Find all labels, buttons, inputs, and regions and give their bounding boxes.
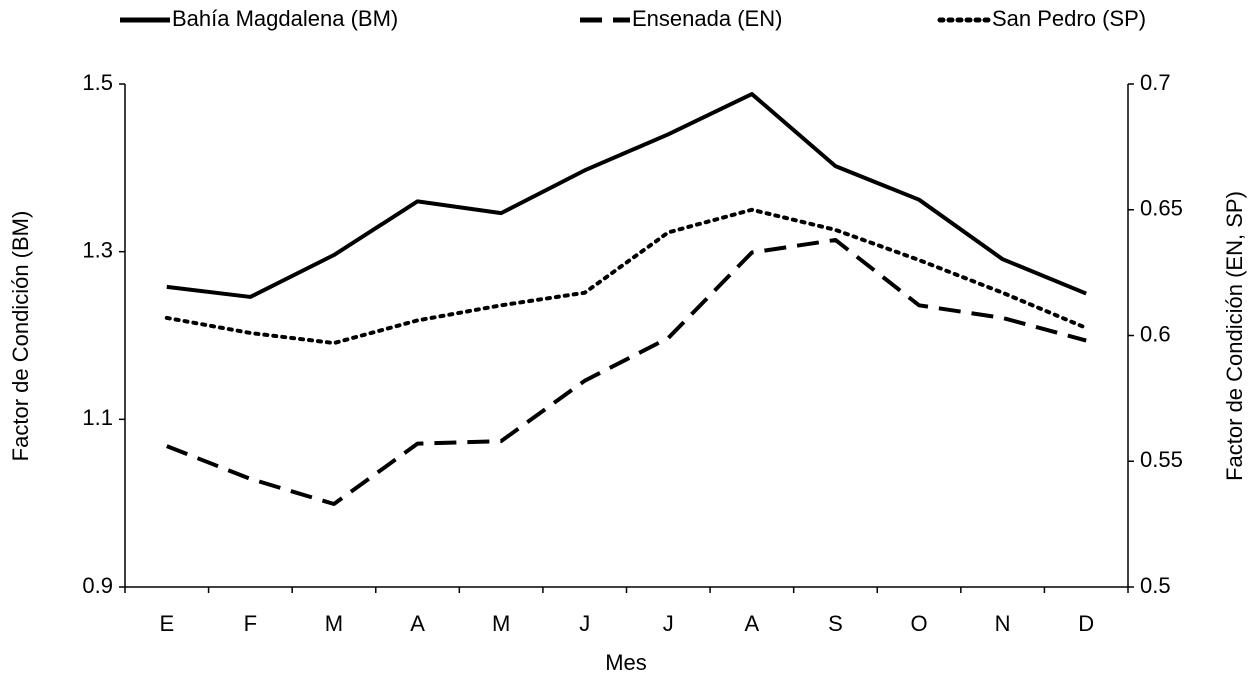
x-tick-label: M bbox=[492, 611, 510, 636]
x-tick-label: A bbox=[745, 611, 760, 636]
series-line bbox=[166, 237, 1087, 507]
y2-axis-label: Factor de Condición (EN, SP) bbox=[1222, 191, 1247, 481]
x-tick-label: S bbox=[828, 611, 843, 636]
x-tick-label: E bbox=[159, 611, 174, 636]
x-tick-label: D bbox=[1078, 611, 1094, 636]
x-tick-label: J bbox=[663, 611, 674, 636]
x-tick-label: N bbox=[995, 611, 1011, 636]
legend-label: Ensenada (EN) bbox=[632, 6, 782, 31]
y2-tick-label: 0.5 bbox=[1140, 573, 1171, 598]
y2-tick-label: 0.6 bbox=[1140, 321, 1171, 346]
series-line bbox=[166, 92, 1087, 299]
series-line bbox=[164, 207, 1089, 346]
x-tick-label: J bbox=[579, 611, 590, 636]
y-tick-label: 1.3 bbox=[82, 237, 113, 262]
x-axis-label: Mes bbox=[605, 650, 647, 675]
y-axis-label: Factor de Condición (BM) bbox=[8, 211, 33, 462]
y2-tick-label: 0.55 bbox=[1140, 447, 1183, 472]
legend-label: Bahía Magdalena (BM) bbox=[172, 6, 398, 31]
x-tick-label: A bbox=[410, 611, 425, 636]
x-tick-label: O bbox=[910, 611, 927, 636]
y2-tick-label: 0.65 bbox=[1140, 196, 1183, 221]
y-tick-label: 1.1 bbox=[82, 405, 113, 430]
y-tick-label: 1.5 bbox=[82, 70, 113, 95]
x-tick-label: M bbox=[325, 611, 343, 636]
legend-label: San Pedro (SP) bbox=[992, 6, 1146, 31]
y-tick-label: 0.9 bbox=[82, 573, 113, 598]
x-tick-label: F bbox=[244, 611, 257, 636]
y2-tick-label: 0.7 bbox=[1140, 70, 1171, 95]
